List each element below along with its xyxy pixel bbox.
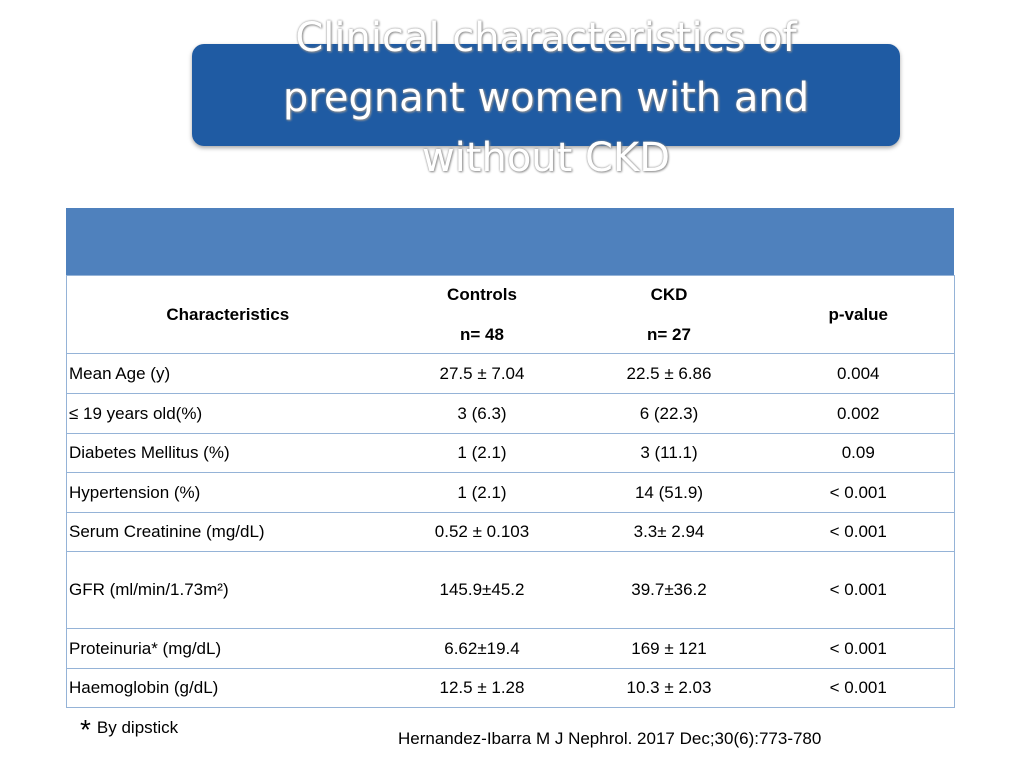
table-cell: < 0.001 [762, 551, 955, 629]
header-text: n= 27 [647, 324, 691, 344]
citation: Hernandez-Ibarra M J Nephrol. 2017 Dec;3… [398, 729, 822, 748]
table-cell: 12.5 ± 1.28 [388, 668, 576, 708]
header-text: Controls [447, 284, 517, 304]
footnote: * By dipstick [80, 714, 178, 746]
table-cell: < 0.001 [762, 628, 955, 669]
table-cell: 145.9±45.2 [388, 551, 576, 629]
table-cell: 3 (6.3) [388, 393, 576, 434]
table-cell: 22.5 ± 6.86 [575, 353, 763, 394]
table-cell: 0.52 ± 0.103 [388, 512, 576, 552]
table: Characteristics Controls n= 48 CKD n= 27 p… [66, 275, 955, 708]
table-cell: 0.004 [762, 353, 955, 394]
table-cell: 6 (22.3) [575, 393, 763, 434]
table-row: Diabetes Mellitus (%) 1 (2.1) 3 (11.1) 0.09 [66, 433, 955, 473]
table-row: Haemoglobin (g/dL) 12.5 ± 1.28 10.3 ± 2.03… [66, 668, 955, 708]
header-cell: Characteristics [66, 275, 389, 354]
table-cell: 3 (11.1) [575, 433, 763, 473]
table-cell: 0.002 [762, 393, 955, 434]
table-row: Serum Creatinine (mg/dL) 0.52 ± 0.103 3.3±… [66, 512, 955, 552]
table-cell: Mean Age (y) [66, 353, 389, 394]
table-row: GFR (ml/min/1.73m²) 145.9±45.2 39.7±36.2 < … [66, 551, 955, 629]
table-row: Proteinuria* (mg/dL) 6.62±19.4 169 ± 121 < … [66, 628, 955, 669]
table-cell: Haemoglobin (g/dL) [66, 668, 389, 708]
table-cell: Serum Creatinine (mg/dL) [66, 512, 389, 552]
table-cell: Diabetes Mellitus (%) [66, 433, 389, 473]
table-row: Mean Age (y) 27.5 ± 7.04 22.5 ± 6.86 0.004 [66, 353, 955, 394]
table-cell: < 0.001 [762, 472, 955, 513]
header-text: n= 48 [460, 324, 504, 344]
header-text: Characteristics [166, 304, 290, 324]
table-cell: GFR (ml/min/1.73m²) [66, 551, 389, 629]
table-row: ≤ 19 years old(%) 3 (6.3) 6 (22.3) 0.002 [66, 393, 955, 434]
table-cell: 39.7±36.2 [575, 551, 763, 629]
header-band [66, 208, 954, 275]
header-cell: Controls n= 48 [388, 275, 576, 354]
header-cell: p-value [762, 275, 955, 354]
header-row: Characteristics Controls n= 48 CKD n= 27 p… [66, 275, 955, 354]
table-cell: Hypertension (%) [66, 472, 389, 513]
table-cell: ≤ 19 years old(%) [66, 393, 389, 434]
table-row: Hypertension (%) 1 (2.1) 14 (51.9) < 0.001 [66, 472, 955, 513]
table-cell: 0.09 [762, 433, 955, 473]
table-cell: 10.3 ± 2.03 [575, 668, 763, 708]
table-cell: 6.62±19.4 [388, 628, 576, 669]
table-cell: 1 (2.1) [388, 472, 576, 513]
title-box [192, 44, 900, 146]
footnote-marker: * [80, 714, 91, 745]
title: Clinical characteristics of pregnant wom… [282, 15, 810, 181]
table-cell: 27.5 ± 7.04 [388, 353, 576, 394]
table-cell: 1 (2.1) [388, 433, 576, 473]
header-cell: CKD n= 27 [575, 275, 763, 354]
table-cell: Proteinuria* (mg/dL) [66, 628, 389, 669]
table-cell: 14 (51.9) [575, 472, 763, 513]
table-cell: 3.3± 2.94 [575, 512, 763, 552]
footnote-text: By dipstick [96, 718, 179, 737]
header-text: CKD [650, 284, 688, 304]
header-text: p-value [828, 304, 889, 324]
table-cell: < 0.001 [762, 512, 955, 552]
table-cell: 169 ± 121 [575, 628, 763, 669]
table-cell: < 0.001 [762, 668, 955, 708]
